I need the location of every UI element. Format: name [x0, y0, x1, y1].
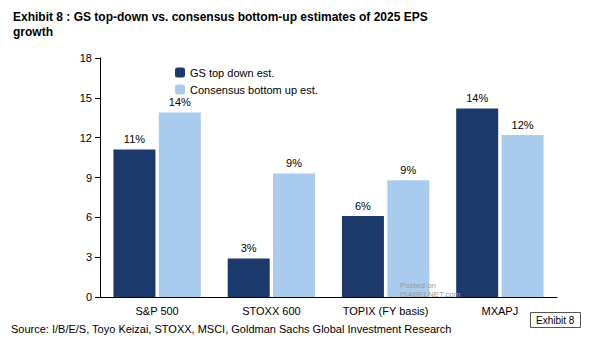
svg-text:growth: growth [13, 25, 53, 39]
svg-text:Consensus bottom up est.: Consensus bottom up est. [190, 84, 318, 96]
svg-text:18: 18 [80, 52, 92, 64]
svg-text:Exhibit 8 : GS top-down vs. co: Exhibit 8 : GS top-down vs. consensus bo… [13, 10, 428, 24]
svg-text:MXAPJ: MXAPJ [482, 305, 519, 317]
svg-text:0: 0 [86, 291, 92, 303]
svg-text:14%: 14% [169, 96, 191, 108]
svg-text:11%: 11% [124, 133, 145, 145]
svg-text:GS top down est.: GS top down est. [190, 67, 274, 79]
svg-text:9: 9 [86, 172, 92, 184]
svg-text:14%: 14% [466, 92, 488, 104]
svg-text:Exhibit 8: Exhibit 8 [536, 315, 575, 326]
svg-text:ISABELNET.com: ISABELNET.com [400, 290, 461, 299]
svg-text:15: 15 [80, 92, 92, 104]
svg-text:6%: 6% [355, 200, 371, 212]
svg-text:3: 3 [86, 251, 92, 263]
svg-text:Posted on: Posted on [400, 281, 436, 290]
svg-text:3%: 3% [241, 242, 257, 254]
svg-text:6: 6 [86, 211, 92, 223]
svg-text:S&P 500: S&P 500 [136, 305, 179, 317]
svg-text:12: 12 [80, 132, 92, 144]
svg-text:9%: 9% [286, 157, 302, 169]
svg-text:TOPIX (FY basis): TOPIX (FY basis) [343, 305, 429, 317]
svg-text:12%: 12% [512, 119, 534, 131]
svg-text:Source: I/B/E/S, Toyo Keizai,: Source: I/B/E/S, Toyo Keizai, STOXX, MSC… [11, 323, 451, 335]
svg-text:STOXX 600: STOXX 600 [242, 305, 301, 317]
svg-text:9%: 9% [400, 164, 416, 176]
